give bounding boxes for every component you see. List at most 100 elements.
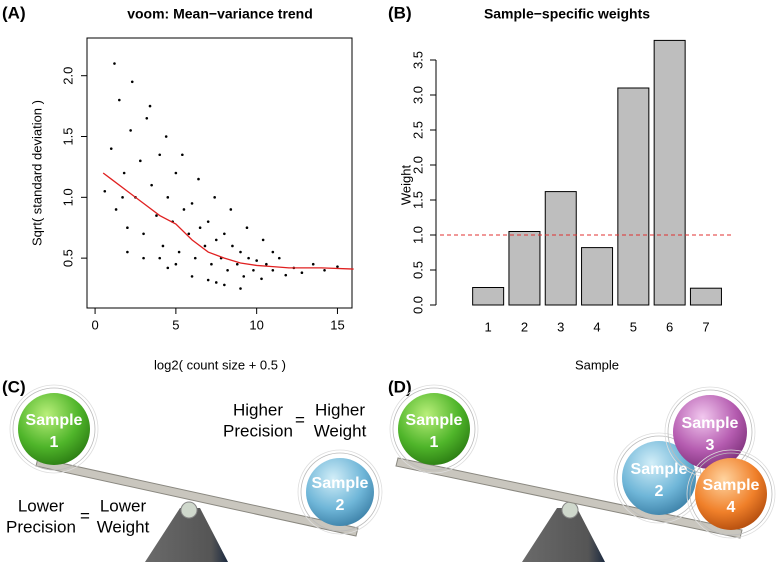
point xyxy=(174,262,178,266)
ball xyxy=(18,393,90,465)
point xyxy=(190,202,194,205)
x-tick-label: 4 xyxy=(593,319,600,334)
ball-ring xyxy=(389,384,479,474)
x-tick-label: 15 xyxy=(330,317,344,332)
x-axis-label: Sample xyxy=(575,357,619,372)
sample-ball: Sample 2 xyxy=(297,449,383,535)
chart-title: Sample−specific weights xyxy=(484,6,650,22)
panel-label: (A) xyxy=(2,3,26,22)
plot-frame xyxy=(86,37,353,309)
point xyxy=(166,196,170,199)
point xyxy=(231,244,234,248)
ball-label: Sample xyxy=(312,475,369,492)
ball-number: 1 xyxy=(50,434,59,451)
ball-ring xyxy=(12,387,96,471)
y-tick-label: 0.0 xyxy=(410,296,425,314)
equation-left: Lower xyxy=(18,496,65,515)
point xyxy=(109,147,113,150)
x-tick-label: 1 xyxy=(485,319,492,334)
fulcrum xyxy=(522,508,605,562)
ball-label: Sample xyxy=(26,412,83,429)
point xyxy=(103,189,107,193)
point xyxy=(142,232,145,236)
bar xyxy=(508,231,541,306)
chart-title: voom: Mean−variance trend xyxy=(127,6,313,22)
point xyxy=(271,268,275,272)
point xyxy=(245,226,249,230)
point xyxy=(206,278,210,282)
x-tick-label: 6 xyxy=(666,319,673,334)
ball-ring xyxy=(686,449,776,539)
point xyxy=(261,238,265,242)
point xyxy=(193,256,197,260)
point xyxy=(166,266,170,270)
ball-ring xyxy=(297,449,383,535)
y-tick-label: 3.5 xyxy=(410,51,425,69)
ball-number: 3 xyxy=(706,437,715,454)
point xyxy=(190,275,194,278)
pivot xyxy=(561,501,579,519)
point xyxy=(277,256,281,260)
point xyxy=(239,287,242,290)
equation-left: Higher xyxy=(233,400,283,419)
point xyxy=(206,220,210,223)
ball-ring xyxy=(9,384,99,474)
bar xyxy=(581,247,614,306)
equation-right: Lower xyxy=(100,496,147,515)
y-tick-label: 1.0 xyxy=(410,226,425,244)
equation-sign: = xyxy=(80,506,90,525)
sample-ball: Sample 1 xyxy=(389,384,479,474)
bar xyxy=(653,39,686,306)
point xyxy=(177,250,181,254)
y-tick-label: 0.5 xyxy=(410,261,425,279)
point xyxy=(145,116,149,120)
ball-number: 2 xyxy=(655,483,664,500)
ball xyxy=(622,441,696,515)
point xyxy=(265,262,268,266)
point xyxy=(229,208,233,211)
point xyxy=(187,232,191,236)
y-tick-label: 1.5 xyxy=(60,127,75,145)
point xyxy=(255,259,258,262)
point xyxy=(336,265,339,268)
equation-right: Weight xyxy=(97,517,150,536)
seesaw-c xyxy=(35,457,359,562)
x-tick-label: 5 xyxy=(172,317,179,332)
point xyxy=(150,183,153,187)
point xyxy=(158,256,162,260)
equation-right: Weight xyxy=(314,421,367,440)
equation-right: Higher xyxy=(315,400,365,419)
sample-ball: Sample 2 xyxy=(613,432,705,524)
ball-label: Sample xyxy=(703,477,760,494)
bar xyxy=(617,87,650,306)
equation-left: Precision xyxy=(223,421,293,440)
point xyxy=(114,208,118,211)
equation-left: Precision xyxy=(6,517,76,536)
x-axis-label: log2( count size + 0.5 ) xyxy=(154,357,286,372)
point xyxy=(214,238,218,242)
y-tick-label: 3.0 xyxy=(410,86,425,104)
point xyxy=(223,283,226,287)
point xyxy=(210,262,213,266)
point xyxy=(164,135,168,138)
point xyxy=(118,98,121,102)
y-tick-label: 2.0 xyxy=(410,156,425,174)
bar xyxy=(689,287,722,306)
ball xyxy=(673,395,747,469)
x-tick-label: 5 xyxy=(630,319,637,334)
point xyxy=(121,196,124,199)
equation-sign: = xyxy=(295,410,305,429)
point xyxy=(323,268,326,272)
panel-label: (C) xyxy=(2,377,26,396)
point xyxy=(252,268,255,272)
point xyxy=(203,244,207,248)
sample-ball: Sample 1 xyxy=(9,384,99,474)
y-axis-label: Sqrt( standard deviation ) xyxy=(29,100,44,246)
ball-ring xyxy=(300,452,380,532)
point xyxy=(260,277,263,281)
point xyxy=(239,250,242,254)
point xyxy=(235,262,239,266)
x-tick-label: 0 xyxy=(91,317,98,332)
bar xyxy=(472,287,505,306)
